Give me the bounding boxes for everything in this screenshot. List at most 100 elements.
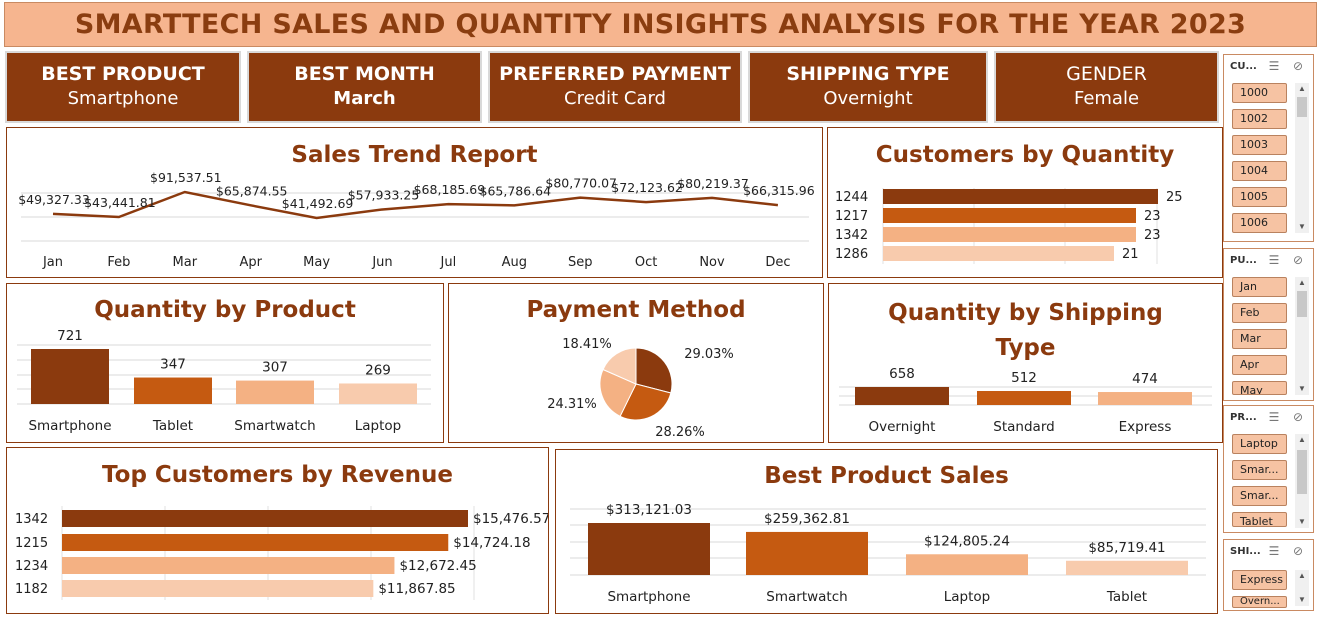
data-label: $72,123.62 xyxy=(611,180,683,195)
payment-method-panel[interactable]: Payment Method 29.03% 28.26% 24.31% 18.41% xyxy=(448,283,824,443)
slicer-item[interactable]: Mar xyxy=(1232,329,1287,349)
bar xyxy=(1098,392,1192,405)
data-label: $41,492.69 xyxy=(282,196,354,211)
scroll-down-icon[interactable]: ▼ xyxy=(1298,517,1306,526)
slicer-item[interactable]: Apr xyxy=(1232,355,1287,375)
kpi-shipping-type: SHIPPING TYPE Overnight xyxy=(748,51,988,123)
chart-title: Best Product Sales xyxy=(764,463,1009,489)
x-tick-label: Smartwatch xyxy=(766,589,847,605)
category-label: 1244 xyxy=(835,190,868,205)
scroll-down-icon[interactable]: ▼ xyxy=(1298,222,1306,231)
clear-filter-icon[interactable]: ⊘ xyxy=(1292,253,1304,267)
scroll-up-icon[interactable]: ▲ xyxy=(1298,278,1306,287)
pie-slice xyxy=(635,347,673,394)
data-label: 269 xyxy=(365,362,391,378)
data-label: 21 xyxy=(1122,247,1139,262)
slicer-scrollbar[interactable]: ▲ ▼ xyxy=(1295,277,1309,395)
slicer-item[interactable]: Smar... xyxy=(1232,486,1287,506)
multi-select-icon[interactable]: ☰ xyxy=(1268,410,1280,424)
best-product-sales-panel[interactable]: Best Product Sales $313,121.03 Smartphone… xyxy=(555,449,1218,614)
chart-title-line: Quantity by Shipping xyxy=(888,300,1163,326)
slicer-item[interactable]: Smar... xyxy=(1232,460,1287,480)
slicer-scrollbar[interactable]: ▲ ▼ xyxy=(1295,434,1309,528)
data-label: 23 xyxy=(1144,228,1161,243)
slicer-item[interactable]: 1000 xyxy=(1232,83,1287,103)
slicer-header: PR... xyxy=(1230,412,1257,423)
multi-select-icon[interactable]: ☰ xyxy=(1268,253,1280,267)
scroll-up-icon[interactable]: ▲ xyxy=(1298,571,1306,580)
x-tick-label: Feb xyxy=(107,255,130,270)
slicer-scrollbar[interactable]: ▲ ▼ xyxy=(1295,83,1309,233)
bar xyxy=(746,531,868,575)
kpi-gender: GENDER Female xyxy=(994,51,1219,123)
scroll-thumb[interactable] xyxy=(1297,97,1307,117)
kpi-best-product: BEST PRODUCT Smartphone xyxy=(5,51,241,123)
chart-title-line: Type xyxy=(995,335,1056,361)
kpi-label: PREFERRED PAYMENT xyxy=(499,63,731,85)
slicer-item[interactable]: Express xyxy=(1232,570,1287,590)
bar xyxy=(62,534,449,551)
data-label: $65,874.55 xyxy=(216,183,288,198)
scroll-up-icon[interactable]: ▲ xyxy=(1298,435,1306,444)
slicer-item[interactable]: 1003 xyxy=(1232,135,1287,155)
data-label: $65,786.64 xyxy=(480,183,552,198)
chart-title: Customers by Quantity xyxy=(875,142,1175,168)
x-tick-label: Standard xyxy=(993,419,1054,435)
clear-filter-icon[interactable]: ⊘ xyxy=(1292,544,1304,558)
dashboard-title-bar: SMARTTECH SALES AND QUANTITY INSIGHTS AN… xyxy=(4,2,1317,47)
bar xyxy=(62,510,468,527)
x-tick-label: Apr xyxy=(239,255,262,270)
quantity-by-product-chart: 721 Smartphone 347 Tablet 307 Smartwatch 269 La… xyxy=(17,328,431,434)
data-label: $259,362.81 xyxy=(764,511,850,527)
data-label: $313,121.03 xyxy=(606,502,692,518)
x-tick-label: Sep xyxy=(568,255,593,270)
slicer-scrollbar[interactable]: ▲ ▼ xyxy=(1295,570,1309,606)
slicer-item[interactable]: 1005 xyxy=(1232,187,1287,207)
data-label: 474 xyxy=(1132,371,1158,387)
data-label: 347 xyxy=(160,357,186,373)
bar xyxy=(883,189,1158,204)
slicer-item[interactable]: Overn... xyxy=(1232,596,1287,608)
slicer-purchase-month[interactable]: PU... ☰ ⊘ Jan Feb Mar Apr May ▲ ▼ xyxy=(1223,248,1314,401)
customers-by-quantity-panel[interactable]: Customers by Quantity 1244 25 1217 23 1342 23… xyxy=(827,127,1223,278)
data-label: $43,441.81 xyxy=(84,195,156,210)
scroll-up-icon[interactable]: ▲ xyxy=(1298,84,1306,93)
clear-filter-icon[interactable]: ⊘ xyxy=(1292,410,1304,424)
data-label: $49,327.33 xyxy=(18,192,90,207)
data-label: 24.31% xyxy=(547,397,597,412)
bar xyxy=(883,208,1136,223)
kpi-value: Female xyxy=(1073,88,1140,109)
multi-select-icon[interactable]: ☰ xyxy=(1268,59,1280,73)
quantity-by-shipping-panel[interactable]: Quantity by Shipping Type 658 Overnight 51… xyxy=(828,283,1223,443)
multi-select-icon[interactable]: ☰ xyxy=(1268,544,1280,558)
slicer-item[interactable]: May xyxy=(1232,381,1287,395)
slicer-shipping[interactable]: SHI... ☰ ⊘ Express Overn... ▲ ▼ xyxy=(1223,539,1314,611)
slicer-item[interactable]: 1004 xyxy=(1232,161,1287,181)
scroll-thumb[interactable] xyxy=(1297,291,1307,317)
slicer-item[interactable]: Feb xyxy=(1232,303,1287,323)
kpi-value: March xyxy=(333,88,396,109)
quantity-by-product-panel[interactable]: Quantity by Product 721 Smartphone 347 Tabl… xyxy=(6,283,444,443)
kpi-label: BEST MONTH xyxy=(294,63,435,85)
x-tick-label: Oct xyxy=(635,255,657,270)
scroll-down-icon[interactable]: ▼ xyxy=(1298,384,1306,393)
top-customers-revenue-panel[interactable]: Top Customers by Revenue 1342 $15,476.57 1… xyxy=(6,447,549,614)
sales-trend-panel[interactable]: Sales Trend Report $49,327.33 Jan $43,441.… xyxy=(6,127,823,278)
data-label: $57,933.25 xyxy=(348,187,420,202)
bar xyxy=(62,557,395,574)
category-label: 1217 xyxy=(835,209,868,224)
data-label: 658 xyxy=(889,366,915,382)
slicer-item[interactable]: 1002 xyxy=(1232,109,1287,129)
scroll-thumb[interactable] xyxy=(1297,450,1307,494)
slicer-item[interactable]: Tablet xyxy=(1232,512,1287,527)
quantity-by-shipping-chart: 658 Overnight 512 Standard 474 Express xyxy=(839,366,1212,435)
slicer-customer-id[interactable]: CU... ☰ ⊘ 1000 1002 1003 1004 1005 1006 … xyxy=(1223,54,1314,242)
sales-trend-line xyxy=(52,190,779,220)
kpi-label: GENDER xyxy=(1066,63,1147,85)
clear-filter-icon[interactable]: ⊘ xyxy=(1292,59,1304,73)
slicer-item[interactable]: Jan xyxy=(1232,277,1287,297)
slicer-product[interactable]: PR... ☰ ⊘ Laptop Smar... Smar... Tablet … xyxy=(1223,405,1314,533)
slicer-item[interactable]: Laptop xyxy=(1232,434,1287,454)
slicer-item[interactable]: 1006 xyxy=(1232,213,1287,233)
scroll-down-icon[interactable]: ▼ xyxy=(1298,595,1306,604)
